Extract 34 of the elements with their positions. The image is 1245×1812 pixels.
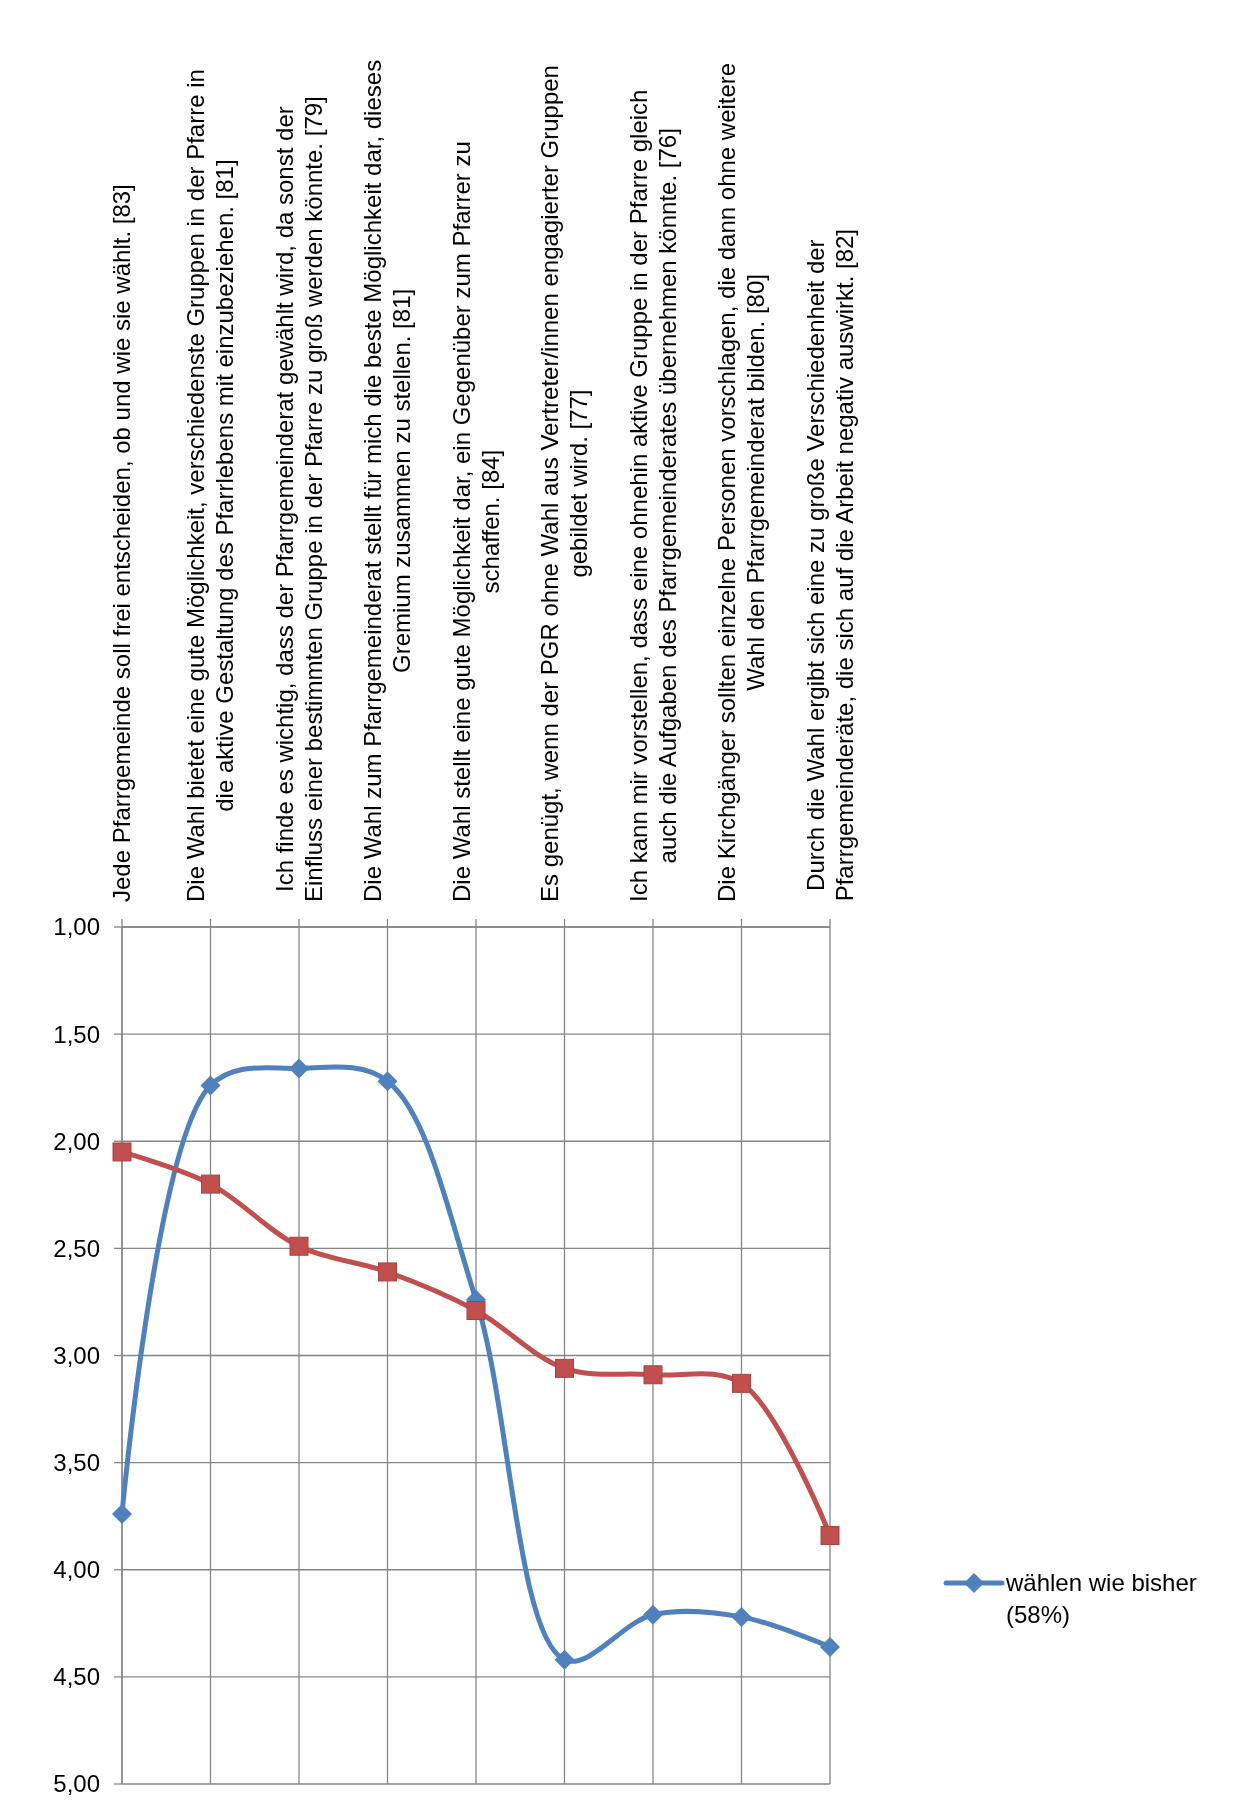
y-tick-label: 3,50 <box>53 1449 100 1477</box>
point <box>112 1504 132 1525</box>
point <box>201 1174 220 1194</box>
y-tick-label: 2,00 <box>53 1127 100 1155</box>
point <box>555 1358 574 1378</box>
point <box>112 1142 132 1162</box>
y-tick-label: 1,00 <box>53 913 100 941</box>
x-tick-label: Jede Pfarrgemeinde soll frei entscheiden, ob und wie sie wählt. [83] <box>108 184 136 902</box>
y-tick-label: 3,00 <box>53 1341 100 1369</box>
x-tick-label: Ich finde es wichtig, dass der Pfarrgemeinderat gewählt wird, da sonst der Einfluss einer bestimmten Gruppe in der Pfarre zu groß werden könnte. [79] <box>270 96 327 902</box>
point <box>289 1058 309 1079</box>
legend-label: wählen wie bisher (58%) <box>1005 1569 1197 1629</box>
x-tick-label: Die Wahl stellt eine gute Möglichkeit dar, ein Gegenüber zum Pfarrer zu schaffen. [84] <box>447 141 504 903</box>
point <box>466 1301 486 1321</box>
point <box>820 1636 840 1657</box>
point <box>643 1604 663 1625</box>
x-tick-label: Es genügt, wenn der PGR ohne Wahl aus Vertreter/innen engagierter Gruppen gebildet wird. [77] <box>536 65 593 902</box>
point <box>732 1373 751 1393</box>
point <box>643 1365 663 1385</box>
x-tick-label: Die Wahl bietet eine gute Möglichkeit, verschiedenste Gruppen in der Pfarre in die aktive Gestaltung des Pfarrlebens mit einzubeziehen. [81] <box>182 69 239 902</box>
x-tick-label: Die Wahl zum Pfarrgemeinderat stellt für mich die beste Möglichkeit dar, dieses Gremium zusammen zu stellen. [81] <box>359 59 416 902</box>
y-tick-label: 4,00 <box>53 1556 100 1584</box>
y-tick-label: 4,50 <box>53 1663 100 1691</box>
point <box>377 1071 398 1092</box>
point <box>378 1262 397 1282</box>
point <box>554 1649 575 1670</box>
y-tick-label: 1,50 <box>53 1020 100 1048</box>
point <box>200 1075 221 1096</box>
y-tick-label: 5,00 <box>53 1770 100 1798</box>
y-tick-label: 2,50 <box>53 1234 100 1262</box>
point <box>289 1236 309 1256</box>
point <box>820 1525 840 1545</box>
point <box>731 1606 752 1627</box>
x-tick-label: Durch die Wahl ergibt sich eine zu große Verschiedenheit der Pfarrgemeinderäte, die sich auf die Arbeit negativ auswirkt. [82] <box>801 228 858 902</box>
